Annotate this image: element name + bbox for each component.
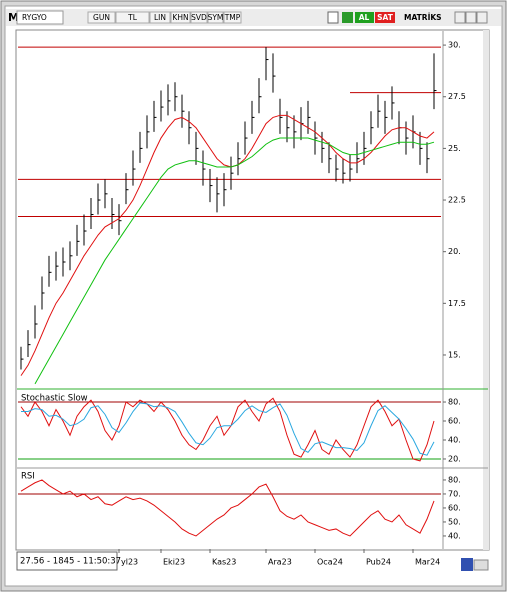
y-tick-label: 30. (448, 41, 461, 50)
toolbar-button[interactable] (170, 11, 191, 24)
x-tick-label: Oca24 (317, 558, 343, 567)
y-tick-label: 50. (448, 517, 461, 526)
buy-button[interactable] (355, 12, 374, 23)
indicator-line (20, 397, 435, 462)
y-tick-label: 60. (448, 417, 461, 426)
x-tick-label: Mar24 (415, 558, 440, 567)
window-button[interactable] (465, 11, 477, 24)
window-button[interactable] (476, 11, 488, 24)
menu-logo[interactable]: M (8, 11, 19, 24)
toolbar-button-label[interactable]: KHN (172, 13, 188, 22)
x-tick-label: yl23 (121, 558, 138, 567)
nav-arrows[interactable] (473, 559, 489, 571)
y-tick-label: 17.5 (448, 299, 466, 308)
toolbar-button-label[interactable]: GUN (93, 13, 110, 22)
toolbar-button-label[interactable]: SVD (191, 13, 207, 22)
toolbar-button-label[interactable]: LIN (154, 13, 166, 22)
x-tick-label: Pub24 (366, 558, 391, 567)
y-tick-label: 80. (448, 398, 461, 407)
toolbar-button[interactable] (115, 11, 150, 24)
toolbar-button-label[interactable]: SYM (208, 13, 224, 22)
sell-label[interactable]: SAT (377, 13, 394, 22)
buy-label[interactable]: AL (359, 13, 370, 22)
toolbar-button[interactable] (207, 11, 224, 24)
checkbox[interactable] (327, 11, 339, 24)
toolbar-button[interactable] (190, 11, 208, 24)
y-tick-label: 70. (448, 489, 461, 498)
toolbar-button-label[interactable]: TL (127, 13, 138, 22)
symbol-box[interactable] (16, 10, 64, 25)
symbol[interactable]: RYGYO (22, 13, 47, 22)
x-tick-label: Ara23 (268, 558, 292, 567)
indicator-line (21, 402, 435, 456)
indicator-line (20, 114, 435, 376)
y-tick-label: 15. (448, 350, 461, 359)
status: 27.56 - 1845 - 11:50:37 (20, 557, 121, 567)
brand: MATRİKS (404, 13, 442, 22)
scrollbar[interactable] (483, 30, 489, 550)
y-tick-label: 40. (448, 531, 461, 540)
window-button[interactable] (454, 11, 466, 24)
panel-title: Stochastic Slow (21, 394, 88, 404)
toolbar-button-label[interactable]: TMP (224, 13, 241, 22)
toolbar-button[interactable] (87, 11, 116, 24)
y-tick-label: 20. (448, 454, 461, 463)
toolbar-button[interactable] (223, 11, 242, 24)
y-tick-label: 40. (448, 435, 461, 444)
y-tick-label: 25. (448, 144, 461, 153)
indicator-line (34, 137, 435, 385)
c-icon[interactable] (342, 12, 353, 23)
x-tick-label: Kas23 (212, 558, 236, 567)
toolbar-button[interactable] (149, 11, 171, 24)
y-tick-label: 27.5 (448, 92, 466, 101)
indicator-line (20, 479, 435, 537)
panel-title: RSI (21, 472, 35, 482)
y-tick-label: 60. (448, 503, 461, 512)
y-tick-label: 80. (448, 475, 461, 484)
y-tick-label: 20. (448, 247, 461, 256)
status-box (16, 551, 118, 571)
x-tick-label: Eki23 (163, 558, 185, 567)
tool-icon[interactable] (461, 558, 473, 571)
sell-button[interactable] (375, 12, 395, 23)
y-tick-label: 22.5 (448, 196, 466, 205)
